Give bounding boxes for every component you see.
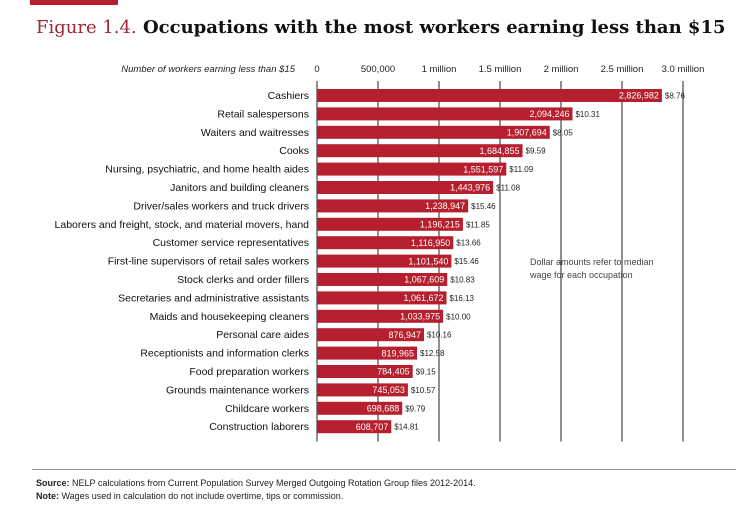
- median-wage-label: $11.09: [509, 165, 533, 174]
- median-wage-label: $15.46: [471, 202, 496, 211]
- bar-value-label: 1,061,672: [403, 293, 443, 303]
- bar: [317, 199, 469, 213]
- category-label: Childcare workers: [225, 403, 309, 415]
- source-note: Source: NELP calculations from Current P…: [36, 478, 476, 488]
- median-wage-label: $10.83: [450, 276, 475, 285]
- wage-annotation: Dollar amounts refer to median wage for e…: [529, 257, 654, 280]
- bar: [317, 162, 507, 176]
- category-label: Maids and housekeeping cleaners: [150, 311, 309, 323]
- bar-value-label: 1,196,215: [420, 220, 460, 230]
- bar: [317, 273, 448, 286]
- bar: [317, 420, 392, 434]
- bar: [317, 291, 447, 305]
- bar-value-label: 784,405: [377, 367, 410, 377]
- bar-value-label: 1,551,597: [463, 164, 503, 174]
- note-text: Wages used in calculation do not include…: [61, 491, 344, 501]
- bar: [317, 144, 523, 158]
- source-label: Source:: [36, 478, 70, 488]
- x-tick-label: 2 million: [544, 64, 579, 75]
- bar-value-label: 698,688: [367, 404, 400, 414]
- median-wage-label: $11.08: [496, 184, 520, 193]
- category-label: Cashiers: [268, 90, 309, 102]
- category-label: Customer service representatives: [153, 237, 309, 249]
- category-label: Waiters and waitresses: [201, 127, 309, 139]
- bar-value-label: 1,238,947: [425, 201, 465, 211]
- bar-chart: Number of workers earning less than $15 0…: [55, 64, 705, 442]
- median-wage-label: $10.00: [446, 312, 471, 321]
- wage-note: Note: Wages used in calculation do not i…: [36, 491, 343, 501]
- median-wage-label: $13.66: [456, 239, 481, 248]
- bar-value-label: 2,826,982: [619, 91, 659, 101]
- category-label: Cooks: [279, 145, 309, 157]
- bar: [317, 328, 424, 342]
- bar: [317, 383, 408, 397]
- median-wage-label: $9.59: [526, 147, 547, 156]
- median-wage-label: $10.57: [411, 386, 436, 395]
- bar-value-label: 1,101,540: [408, 256, 448, 266]
- note-label: Note:: [36, 491, 59, 501]
- median-wage-label: $10.16: [427, 331, 452, 340]
- bar: [317, 346, 418, 360]
- category-label: Driver/sales workers and truck drivers: [133, 200, 309, 212]
- bar: [317, 89, 662, 102]
- bar: [317, 236, 454, 250]
- bar: [317, 217, 463, 231]
- median-wage-label: $9.79: [405, 404, 426, 413]
- source-text: NELP calculations from Current Populatio…: [72, 478, 476, 488]
- bar: [317, 309, 444, 323]
- bar-value-label: 1,684,855: [480, 146, 520, 156]
- bar-value-label: 1,067,609: [404, 275, 444, 285]
- median-wage-label: $9.15: [416, 368, 437, 377]
- category-label: Food preparation workers: [189, 366, 309, 378]
- category-label: Janitors and building cleaners: [170, 182, 309, 194]
- median-wage-label: $8.76: [665, 92, 686, 101]
- bar: [317, 254, 452, 268]
- bar-value-label: 1,116,950: [411, 238, 450, 248]
- bar-value-label: 1,033,975: [400, 312, 440, 322]
- median-wage-label: $8.05: [553, 128, 574, 137]
- category-label: Personal care aides: [216, 329, 309, 341]
- bar: [317, 181, 494, 194]
- bar-value-label: 745,053: [372, 385, 405, 395]
- figure-number: Figure 1.4.: [36, 17, 137, 38]
- bar: [317, 107, 573, 121]
- category-label: Receptionists and information clerks: [140, 348, 309, 360]
- bar: [317, 401, 403, 415]
- x-tick-label: 3.0 million: [662, 64, 705, 75]
- category-label: First-line supervisors of retail sales w…: [108, 256, 309, 268]
- bar: [317, 125, 550, 139]
- median-wage-label: $11.85: [466, 220, 490, 229]
- bar-value-label: 608,707: [356, 422, 389, 432]
- category-label: Grounds maintenance workers: [166, 384, 309, 396]
- category-label: Stock clerks and order fillers: [177, 274, 309, 286]
- footer-divider: [32, 469, 736, 470]
- bar-value-label: 2,094,246: [529, 109, 569, 119]
- bar-value-label: 1,907,694: [507, 128, 547, 138]
- category-label: Laborers and freight, stock, and materia…: [55, 219, 310, 231]
- x-axis-label: Number of workers earning less than $15: [121, 64, 295, 75]
- x-tick-label: 1.5 million: [479, 64, 522, 75]
- category-label: Secretaries and administrative assistant…: [118, 292, 309, 304]
- category-label: Retail salespersons: [217, 108, 309, 120]
- category-label: Construction laborers: [209, 421, 309, 433]
- x-tick-label: 0: [314, 64, 319, 75]
- figure-title: Figure 1.4. Occupations with the most wo…: [36, 17, 726, 38]
- figure-title-text: Occupations with the most workers earnin…: [142, 17, 726, 38]
- median-wage-label: $12.58: [420, 349, 445, 358]
- x-tick-label: 500,000: [361, 64, 395, 75]
- median-wage-label: $15.46: [454, 257, 479, 266]
- x-tick-label: 2.5 million: [601, 64, 644, 75]
- header-accent-bar: [30, 0, 118, 5]
- median-wage-label: $14.81: [394, 423, 419, 432]
- bar: [317, 365, 413, 378]
- median-wage-label: $16.13: [450, 294, 475, 303]
- median-wage-label: $10.31: [575, 110, 600, 119]
- bar-value-label: 1,443,976: [450, 183, 490, 193]
- bar-value-label: 819,965: [381, 348, 414, 358]
- bar-value-label: 876,947: [388, 330, 421, 340]
- x-tick-label: 1 million: [422, 64, 457, 75]
- category-label: Nursing, psychiatric, and home health ai…: [105, 164, 309, 176]
